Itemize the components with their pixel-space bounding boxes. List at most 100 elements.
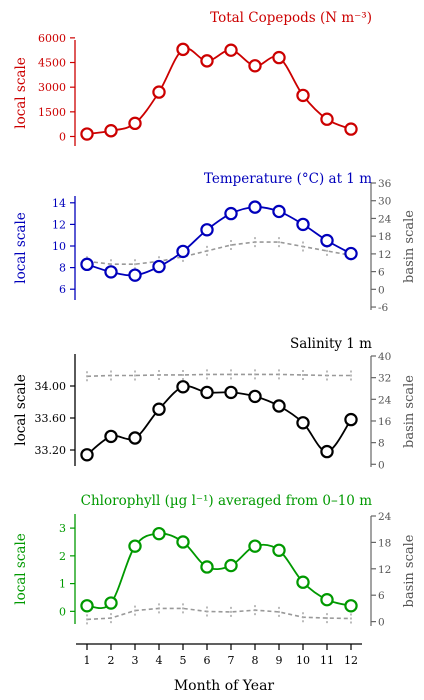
data-point: [224, 385, 238, 400]
data-point: [224, 43, 238, 57]
x-tick-label: 9: [276, 654, 283, 667]
y-tick-label: 34.00: [35, 380, 67, 393]
y2-tick-label: 24: [378, 213, 392, 225]
chart-panel-4: Chlorophyll (µg l⁻¹) averaged from 0–10 …: [13, 493, 417, 629]
data-point: [248, 59, 262, 73]
y-tick-label: 33.20: [35, 444, 67, 457]
data-point: [176, 380, 190, 394]
y-tick-label: 0: [59, 130, 66, 143]
y-tick-label: 14: [52, 197, 66, 210]
data-point: [80, 599, 94, 613]
y2-tick-label: 24: [378, 394, 392, 406]
y-tick-label: 0: [59, 605, 66, 618]
data-point: [296, 217, 310, 232]
data-point: [176, 535, 190, 549]
y-tick-label: 10: [52, 240, 66, 253]
chart-panel-3: Salinity 1 m 33.20 33.60 34.00 local scale 0 8…: [13, 336, 417, 471]
data-point: [248, 389, 262, 404]
y-tick-label: 4500: [38, 57, 66, 70]
data-point: [200, 385, 214, 400]
y-axis-label: local scale: [13, 533, 29, 605]
y-axis-label: local scale: [13, 212, 29, 284]
y-tick-label: 6000: [38, 32, 66, 45]
data-point: [104, 124, 118, 138]
chart-panel-2: Temperature (°C) at 1 m 6 8 10 12 14 local sca…: [13, 171, 417, 314]
data-point: [104, 596, 118, 610]
x-tick-label: 7: [228, 654, 235, 667]
panel-title: Salinity 1 m: [290, 336, 372, 352]
x-tick-label: 10: [296, 654, 310, 667]
y2-tick-label: 30: [378, 196, 391, 208]
local-series-line: [86, 532, 352, 610]
data-point: [152, 526, 166, 541]
x-tick-label: 4: [156, 654, 163, 667]
data-point: [200, 54, 214, 68]
y2-tick-label: 0: [378, 459, 385, 471]
y2-tick-label: 24: [378, 511, 392, 523]
y-tick-label: 1500: [38, 106, 66, 119]
data-point: [272, 50, 286, 65]
y2-tick-label: 6: [378, 267, 385, 279]
data-point: [272, 399, 286, 413]
data-point: [152, 259, 166, 274]
data-point: [320, 233, 334, 248]
data-point: [344, 599, 358, 613]
y-tick-label: 8: [59, 262, 66, 275]
data-point: [320, 592, 334, 607]
data-point: [320, 444, 334, 459]
y2-axis-label: basin scale: [402, 375, 417, 448]
data-point: [248, 539, 262, 553]
local-series-line: [86, 47, 352, 135]
data-point: [296, 416, 310, 430]
y2-tick-label: 12: [378, 564, 391, 576]
data-point: [80, 448, 94, 462]
data-point: [104, 429, 118, 444]
panel-title: Total Copepods (N m⁻³): [210, 10, 372, 26]
data-point: [200, 560, 214, 574]
y-tick-label: 2: [59, 550, 66, 563]
data-point: [128, 268, 142, 282]
y2-tick-label: 12: [378, 249, 391, 261]
y2-tick-label: 0: [378, 617, 385, 629]
data-point: [224, 558, 238, 573]
y-tick-label: 3: [59, 522, 66, 535]
x-tick-label: 1: [84, 654, 91, 667]
y2-tick-label: -6: [378, 302, 389, 314]
y2-tick-label: 18: [378, 231, 391, 243]
x-tick-label: 6: [204, 654, 211, 667]
y2-tick-label: 32: [378, 373, 391, 385]
x-tick-label: 5: [180, 654, 187, 667]
data-point: [344, 412, 358, 427]
data-point: [104, 265, 118, 279]
y2-tick-label: 8: [378, 438, 385, 450]
data-point: [80, 127, 94, 141]
data-point: [176, 244, 190, 259]
y-tick-label: 3000: [38, 81, 66, 94]
x-tick-label: 3: [132, 654, 139, 667]
local-series-line: [86, 385, 352, 456]
y2-tick-label: 0: [378, 284, 385, 296]
y2-tick-label: 40: [378, 351, 391, 363]
x-tick-label: 12: [344, 654, 358, 667]
y-axis-label: local scale: [13, 374, 29, 446]
local-series-line: [86, 206, 352, 277]
data-point: [344, 246, 358, 261]
y2-tick-label: 36: [378, 178, 392, 190]
data-point: [272, 204, 286, 219]
basin-series-line: [86, 607, 352, 621]
y-tick-label: 33.60: [35, 412, 67, 425]
y2-axis-label: basin scale: [402, 210, 417, 283]
y2-tick-label: 18: [378, 537, 391, 549]
x-axis-label: Month of Year: [174, 678, 275, 694]
basin-series-line: [86, 241, 352, 266]
y-tick-label: 12: [52, 218, 66, 231]
data-point: [344, 122, 358, 136]
data-point: [80, 257, 94, 272]
y-tick-label: 1: [59, 578, 66, 591]
basin-series-line: [86, 373, 351, 378]
panel-title: Temperature (°C) at 1 m: [204, 171, 372, 187]
data-point: [248, 200, 262, 214]
data-point: [224, 206, 238, 221]
x-tick-label: 8: [252, 654, 259, 667]
